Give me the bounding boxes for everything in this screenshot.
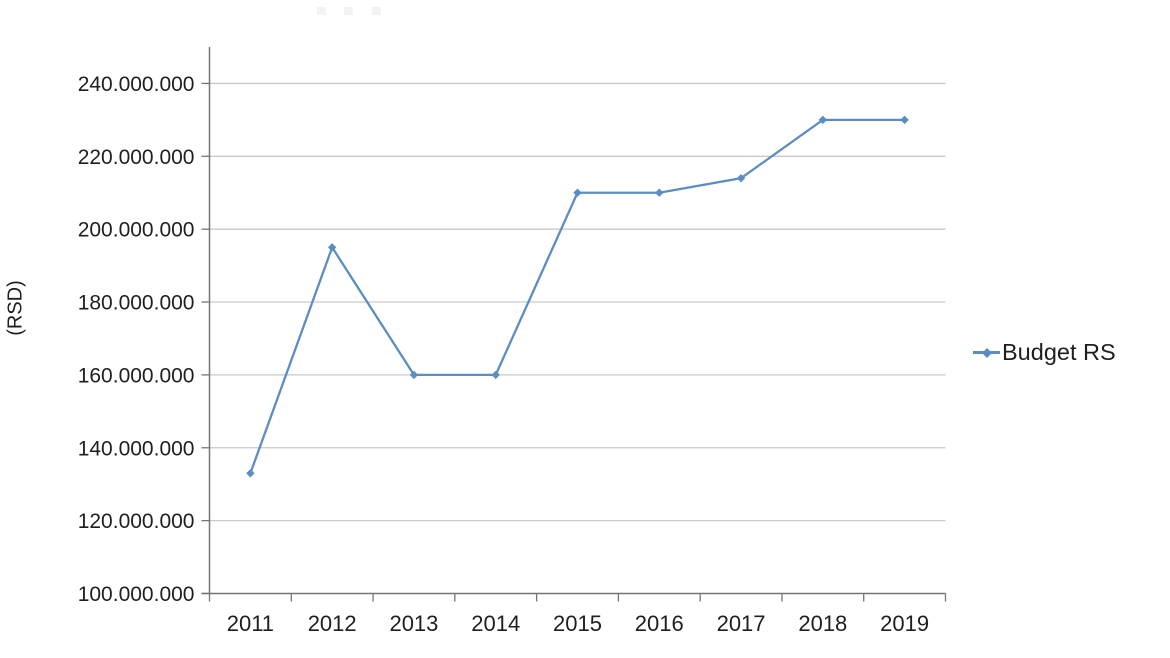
x-tick-label: 2017 [717,611,766,636]
y-tick-label: 140.000.000 [78,437,195,460]
data-point-marker [573,188,582,197]
legend-label: Budget RS [1002,339,1116,365]
y-tick-label: 200.000.000 [78,219,195,242]
legend-diamond-icon [981,347,992,358]
data-point-marker [327,243,337,252]
y-tick-label: 120.000.000 [78,510,195,533]
x-tick-label: 2018 [798,611,847,636]
data-point-marker [491,370,500,380]
data-point-marker [246,469,255,478]
x-tick-label: 2016 [635,611,684,636]
legend: Budget RS [973,339,1116,366]
data-point-marker [409,370,419,380]
data-point-marker [818,115,828,125]
y-tick-label: 160.000.000 [78,364,195,387]
series-line [249,118,905,474]
y-tick-label: 220.000.000 [78,146,195,169]
y-axis-title: (RSD) [4,280,27,336]
x-tick-label: 2019 [880,611,929,636]
x-tick-label: 2014 [471,611,520,636]
cropped-title-artifact-1 [317,7,326,15]
y-tick-label: 240.000.000 [78,73,195,96]
y-tick-label: 180.000.000 [78,292,195,315]
x-tick-label: 2013 [389,611,438,636]
x-tick-label: 2012 [308,611,357,636]
cropped-title-artifact-2 [344,7,353,15]
x-tick-label: 2011 [227,611,274,636]
y-tick-label: 100.000.000 [78,583,195,606]
data-point-marker [900,115,909,125]
x-tick-label: 2015 [553,611,602,636]
data-point-marker [736,173,746,183]
legend-line-marker-icon [973,341,1000,365]
cropped-title-artifact-3 [372,7,381,15]
data-point-marker [655,188,664,197]
